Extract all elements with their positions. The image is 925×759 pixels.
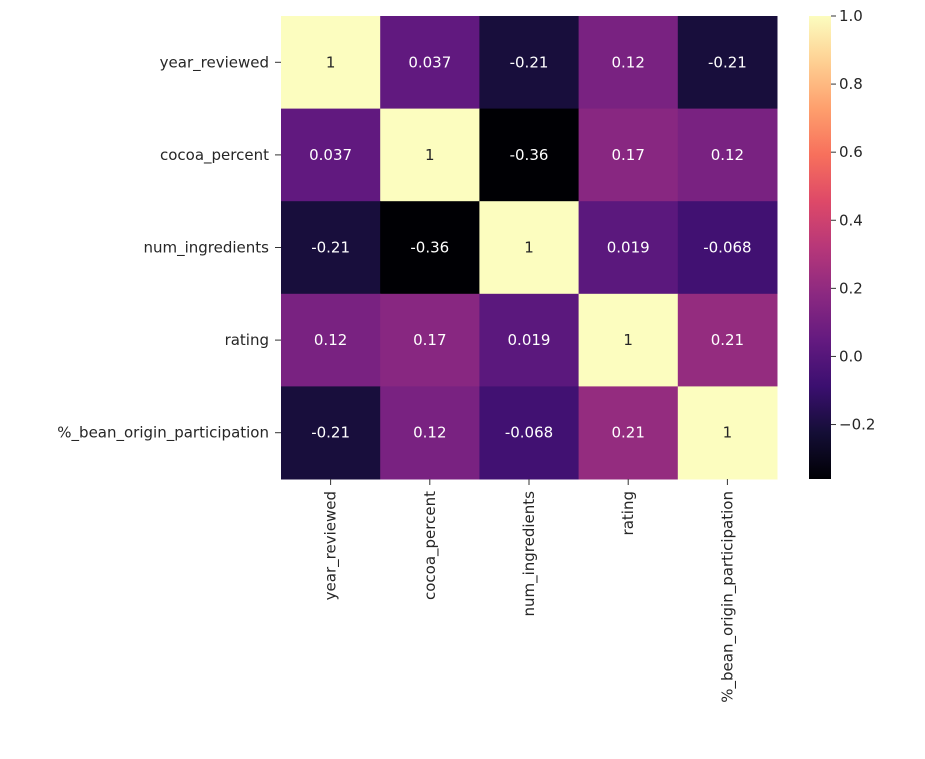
cell-annotation: -0.068 bbox=[505, 424, 553, 442]
heatmap-cell bbox=[677, 293, 778, 387]
colorbar-tick-label: 0.8 bbox=[839, 75, 863, 93]
cell-annotation: 0.019 bbox=[508, 331, 551, 349]
cell-annotations: 1 0.037 -0.21 0.12 -0.21 0.037 1 -0.36 0.17 0.12 -… bbox=[309, 53, 751, 441]
cell-annotation: -0.21 bbox=[708, 53, 747, 71]
heatmap-cell bbox=[479, 293, 580, 387]
heatmap-cell bbox=[578, 201, 679, 295]
cell-annotation: -0.21 bbox=[311, 424, 350, 442]
cell-annotation: 0.17 bbox=[611, 146, 644, 164]
cell-annotation: 1 bbox=[425, 146, 435, 164]
y-tick-label: rating bbox=[225, 331, 269, 349]
cell-annotation: 0.12 bbox=[413, 424, 446, 442]
heatmap-cell bbox=[677, 16, 778, 110]
colorbar-tick-label: −0.2 bbox=[839, 416, 875, 434]
heatmap-cell bbox=[380, 108, 480, 202]
heatmap-cell bbox=[578, 386, 679, 480]
x-tick-label: cocoa_percent bbox=[421, 491, 440, 600]
cell-annotation: 0.21 bbox=[611, 424, 644, 442]
heatmap-cells bbox=[281, 16, 778, 480]
cell-annotation: 1 bbox=[723, 424, 733, 442]
cell-annotation: -0.36 bbox=[410, 239, 449, 257]
heatmap-cell bbox=[479, 386, 580, 480]
x-tick-label: %_bean_origin_participation bbox=[718, 491, 737, 703]
cell-annotation: 1 bbox=[326, 53, 336, 71]
y-tick-label: %_bean_origin_participation bbox=[57, 424, 269, 443]
y-tick-label: cocoa_percent bbox=[160, 146, 269, 165]
colorbar-tick-label: 0.2 bbox=[839, 279, 863, 297]
heatmap-cell bbox=[677, 108, 778, 202]
heatmap-cell bbox=[479, 16, 580, 110]
cell-annotation: 0.037 bbox=[408, 53, 451, 71]
cell-annotation: 0.12 bbox=[711, 146, 744, 164]
colorbar-tick-label: 0.0 bbox=[839, 347, 863, 365]
y-axis-tick-labels: year_reviewed cocoa_percent num_ingredient… bbox=[57, 53, 281, 443]
x-axis-tick-labels: year_reviewed cocoa_percent num_ingredient… bbox=[322, 479, 737, 703]
heatmap-cell bbox=[380, 16, 480, 110]
heatmap-cell bbox=[281, 108, 381, 202]
cell-annotation: 0.037 bbox=[309, 146, 352, 164]
heatmap-cell bbox=[380, 201, 480, 295]
heatmap-cell bbox=[281, 201, 381, 295]
cell-annotation: 1 bbox=[623, 331, 633, 349]
heatmap-cell bbox=[281, 16, 381, 110]
colorbar-gradient bbox=[809, 16, 831, 479]
cell-annotation: 0.21 bbox=[711, 331, 744, 349]
heatmap-cell bbox=[281, 386, 381, 480]
x-tick-label: num_ingredients bbox=[520, 491, 539, 617]
heatmap-cell bbox=[677, 386, 778, 480]
colorbar-tick-label: 0.4 bbox=[839, 211, 863, 229]
heatmap-cell bbox=[380, 386, 480, 480]
y-tick-label: year_reviewed bbox=[160, 53, 269, 72]
cell-annotation: 0.12 bbox=[611, 53, 644, 71]
heatmap-cell bbox=[281, 293, 381, 387]
heatmap-cell bbox=[578, 16, 679, 110]
cell-annotation: -0.21 bbox=[311, 239, 350, 257]
heatmap-cell bbox=[578, 293, 679, 387]
cell-annotation: 0.12 bbox=[314, 331, 347, 349]
colorbar: −0.2 0.0 0.2 0.4 0.6 0.8 1.0 bbox=[809, 7, 875, 479]
cell-annotation: -0.21 bbox=[510, 53, 549, 71]
x-tick-label: year_reviewed bbox=[322, 491, 341, 600]
heatmap-cell bbox=[578, 108, 679, 202]
cell-annotation: -0.36 bbox=[510, 146, 549, 164]
cell-annotation: 0.17 bbox=[413, 331, 446, 349]
colorbar-tick-label: 1.0 bbox=[839, 7, 863, 25]
heatmap-cell bbox=[677, 201, 778, 295]
heatmap-cell bbox=[479, 108, 580, 202]
heatmap-cell bbox=[380, 293, 480, 387]
cell-annotation: -0.068 bbox=[703, 239, 751, 257]
heatmap-cell bbox=[479, 201, 580, 295]
colorbar-tick-label: 0.6 bbox=[839, 143, 863, 161]
cell-annotation: 1 bbox=[524, 239, 534, 257]
y-tick-label: num_ingredients bbox=[143, 239, 269, 258]
x-tick-label: rating bbox=[619, 491, 637, 535]
cell-annotation: 0.019 bbox=[607, 239, 650, 257]
